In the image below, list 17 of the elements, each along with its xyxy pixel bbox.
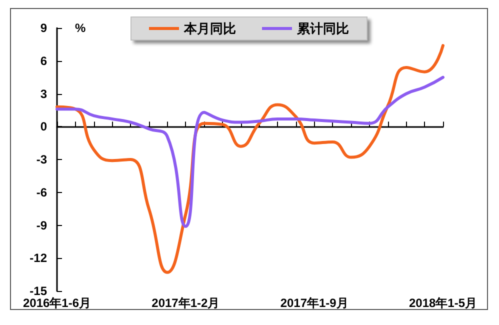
y-tick-label: 0 <box>40 120 48 134</box>
x-tick-label: 2017年1-9月 <box>280 296 348 310</box>
legend-label: 累计同比 <box>296 21 349 36</box>
y-tick-label: -15 <box>30 284 48 298</box>
y-tick-label: -9 <box>36 218 48 232</box>
y-tick-label: -12 <box>30 251 48 266</box>
y-axis-title: % <box>75 21 86 35</box>
y-tick-label: 3 <box>40 86 48 101</box>
x-tick-label: 2016年1-6月 <box>22 296 92 310</box>
y-tick-label: -6 <box>36 185 48 200</box>
y-tick-label: 6 <box>40 54 48 68</box>
line-series <box>56 76 444 228</box>
x-tick-label: 2017年1-2月 <box>152 296 220 310</box>
legend-label: 本月同比 <box>183 21 236 36</box>
y-tick-label: 9 <box>40 21 48 35</box>
x-tick-label: 2018年1-5月 <box>408 296 478 310</box>
y-tick-label: -3 <box>36 152 48 166</box>
